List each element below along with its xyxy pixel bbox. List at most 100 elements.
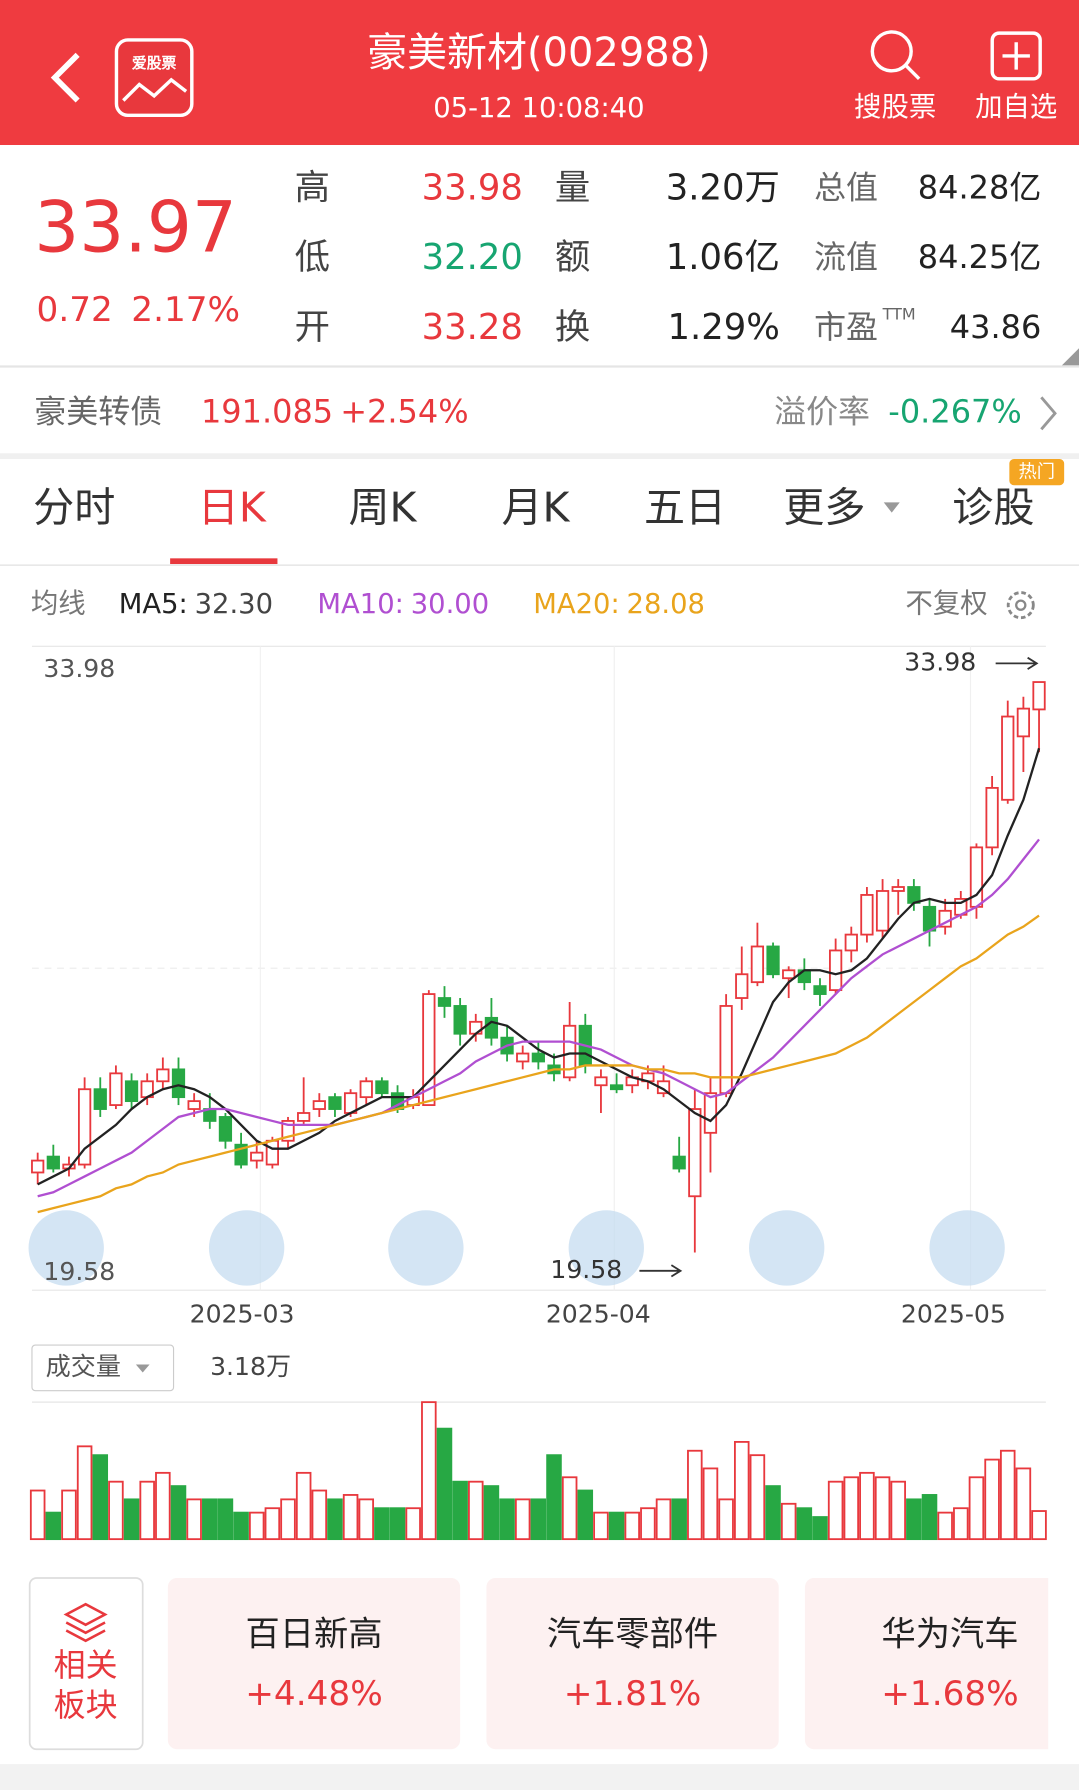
volume-bar	[452, 1480, 468, 1541]
ma-line	[37, 838, 1040, 1198]
volume-bar	[436, 1427, 453, 1541]
zoom-button[interactable]	[388, 1210, 464, 1286]
stat-value: 33.28	[422, 307, 523, 348]
candle-body	[891, 886, 905, 892]
add-watchlist-button[interactable]: 加自选	[975, 31, 1057, 123]
volume-bar	[874, 1476, 891, 1541]
candle-body	[844, 933, 858, 952]
candle-body	[46, 1155, 60, 1170]
add-label: 加自选	[975, 92, 1057, 123]
settings-icon	[1015, 599, 1027, 611]
volume-bar	[530, 1498, 547, 1541]
candle-body	[234, 1143, 248, 1166]
sector-card[interactable]: 汽车零部件 +1.81%	[486, 1577, 779, 1750]
stat-value: 43.86	[950, 308, 1042, 346]
volume-bar	[217, 1498, 234, 1541]
volume-bar	[890, 1480, 906, 1541]
tab[interactable]: 五日	[644, 483, 726, 531]
candle-body	[31, 1159, 45, 1174]
volume-bar	[593, 1511, 609, 1541]
sector-card-bg	[486, 1577, 779, 1750]
sector-title: 相关	[54, 1646, 118, 1684]
ma-legend-item: MA5: 32.30	[119, 589, 273, 620]
volume-bar	[843, 1476, 860, 1541]
sector-title-box	[28, 1577, 144, 1751]
candle-body	[922, 905, 937, 932]
volume-bar	[61, 1489, 77, 1541]
candle-body	[297, 1112, 311, 1122]
volume-label: 成交量	[46, 1352, 121, 1381]
stat-value: 32.20	[422, 237, 523, 278]
candle-body	[250, 1151, 264, 1162]
premium-value: -0.267%	[888, 392, 1021, 430]
search-button[interactable]: 搜股票	[854, 30, 936, 123]
zoom-button[interactable]	[749, 1210, 825, 1286]
y-min-label: 19.58	[43, 1257, 115, 1286]
candle-body	[422, 993, 436, 1106]
add-icon	[990, 31, 1042, 81]
volume-bar	[139, 1480, 155, 1541]
volume-bar	[671, 1498, 687, 1541]
candle-body	[813, 985, 827, 995]
zoom-button[interactable]	[208, 1210, 285, 1286]
tab[interactable]: 月K	[501, 483, 570, 531]
stat-label: 额	[555, 237, 590, 278]
stat-value: 1.06亿	[666, 237, 780, 278]
candle-body	[484, 1016, 499, 1039]
volume-bar	[29, 1489, 46, 1541]
tab-active[interactable]: 日K	[198, 483, 267, 531]
volume-bar	[327, 1498, 343, 1541]
volume-bar	[812, 1516, 828, 1541]
volume-bar	[123, 1498, 140, 1541]
bond-row[interactable]: 豪美转债 191.085 +2.54% 溢价率 -0.267%	[34, 392, 1057, 430]
footer-bar	[0, 1764, 1079, 1790]
candle-body	[829, 949, 843, 992]
volume-bar	[718, 1498, 734, 1541]
candle-body	[93, 1088, 107, 1110]
x-tick-label: 2025-05	[901, 1299, 1006, 1328]
sector-card[interactable]: 华为汽车 +1.68%	[804, 1577, 1079, 1750]
ma-legend-value: 28.08	[627, 589, 705, 620]
corner-mark	[1061, 348, 1079, 366]
zoom-button[interactable]	[568, 1210, 644, 1286]
volume-bar	[358, 1498, 375, 1541]
volume-bar	[984, 1458, 1000, 1541]
tab[interactable]: 更多	[783, 483, 865, 531]
sector-name: 汽车零部件	[547, 1615, 718, 1655]
x-tick-label: 2025-04	[546, 1299, 651, 1328]
ma-line	[37, 747, 1041, 1186]
zoom-button[interactable]	[28, 1210, 104, 1286]
volume-bar	[749, 1454, 766, 1541]
divider	[0, 453, 1079, 460]
stat-label: 换	[555, 307, 590, 348]
ma-legend-item: MA10: 30.00	[317, 589, 489, 620]
back-button[interactable]	[50, 52, 80, 103]
related-sectors-button[interactable]: 相关 板块	[28, 1577, 144, 1751]
stat-label: 开	[295, 307, 330, 348]
volume-bar	[186, 1498, 202, 1541]
app-logo[interactable]	[114, 38, 194, 118]
candle-body	[359, 1080, 373, 1099]
volume-bar	[827, 1480, 844, 1541]
candle-body	[672, 1155, 686, 1170]
volume-bar	[968, 1476, 985, 1541]
tab[interactable]: 周K	[348, 483, 417, 531]
stat-label: 总值	[814, 169, 878, 207]
zoom-button[interactable]	[929, 1210, 1005, 1286]
volume-selector[interactable]: 成交量	[31, 1344, 175, 1392]
low-annotation: 19.58	[550, 1255, 622, 1284]
logo-text: 爱股票	[132, 55, 177, 72]
volume-value: 3.18万	[210, 1352, 291, 1381]
tab[interactable]: 分时	[33, 483, 115, 531]
bond-change: +2.54%	[340, 392, 468, 430]
price-change: 0.72	[37, 290, 113, 330]
sector-card[interactable]: 百日新高 +4.48%	[167, 1577, 461, 1750]
volume-bar	[765, 1485, 781, 1541]
candle-body	[860, 894, 874, 936]
high-annotation: 33.98	[904, 647, 976, 676]
adjust-label[interactable]: 不复权	[905, 589, 987, 620]
settings-icon[interactable]	[1006, 591, 1035, 620]
tab[interactable]: 诊股	[952, 483, 1034, 531]
candle-body	[750, 945, 765, 984]
